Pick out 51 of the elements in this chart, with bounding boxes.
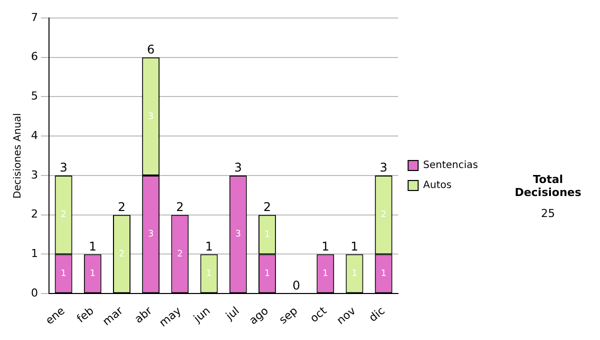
text: 25: [540, 207, 556, 220]
x-tick-label: jun: [190, 304, 213, 326]
data-label: 1: [264, 269, 270, 280]
y-tick-label: 2: [31, 208, 38, 221]
x-tick-label: dic: [366, 304, 388, 324]
data-label: 2: [60, 210, 66, 220]
legend-label: Autos: [423, 180, 452, 192]
y-tick-label: 6: [31, 50, 38, 64]
y-tick-label: 1: [31, 247, 38, 260]
total-label: 3: [380, 160, 388, 175]
data-label: 3: [148, 112, 154, 122]
total-label: 1: [322, 239, 330, 254]
data-label: 2: [177, 249, 183, 260]
legend-label: Sentencias: [423, 160, 478, 172]
y-tick-label: 7: [31, 10, 38, 24]
x-tick-label: jul: [222, 304, 242, 324]
total-label: 3: [234, 160, 242, 175]
x-tick-label: feb: [74, 304, 96, 326]
data-label: 3: [148, 230, 154, 240]
x-tick-label: nov: [334, 304, 359, 328]
data-label: 1: [90, 269, 96, 280]
x-tick-label: mar: [100, 304, 126, 328]
data-label: 3: [235, 230, 241, 240]
data-label: 1: [352, 269, 358, 280]
total-label: 0: [292, 278, 300, 293]
total-label: 2: [263, 200, 272, 214]
x-tick-label: ago: [246, 304, 272, 328]
total-label: 6: [147, 42, 155, 56]
data-label: 2: [380, 210, 386, 220]
data-label: 1: [60, 269, 66, 280]
y-tick-label: 3: [31, 168, 38, 182]
x-tick-label: sep: [276, 304, 300, 327]
total-label: 3: [60, 160, 68, 175]
x-tick-label: oct: [308, 304, 330, 326]
y-tick-label: 5: [31, 90, 38, 103]
data-label: 1: [206, 269, 212, 280]
x-tick-label: abr: [132, 304, 155, 326]
text: Total Decisiones: [514, 173, 582, 199]
total-label: 2: [118, 200, 126, 214]
y-axis-title: Decisiones Anual: [12, 113, 24, 199]
data-label: 2: [118, 249, 125, 260]
total-label: 1: [88, 239, 96, 254]
y-tick-label: 4: [31, 128, 38, 142]
data-label: 1: [322, 269, 328, 280]
total-label: 2: [176, 200, 184, 214]
total-label: 1: [350, 239, 358, 254]
x-tick-label: ene: [43, 304, 68, 328]
data-label: 1: [380, 269, 386, 280]
y-tick-label: 0: [31, 286, 38, 300]
data-label: 1: [264, 230, 270, 240]
total-label: 1: [205, 239, 213, 254]
